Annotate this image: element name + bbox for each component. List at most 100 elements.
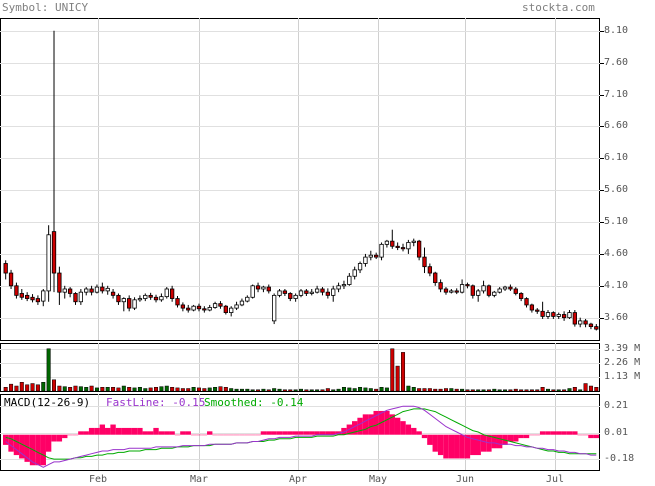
volume-bar bbox=[277, 388, 282, 392]
price-tick-label: 5.60 bbox=[604, 183, 629, 195]
volume-bar bbox=[304, 389, 309, 392]
volume-bar bbox=[309, 389, 314, 392]
candle-body bbox=[416, 240, 422, 258]
candle-body bbox=[196, 305, 202, 310]
volume-bar bbox=[556, 389, 561, 392]
macd-histogram-bar bbox=[45, 434, 52, 452]
volume-bar bbox=[223, 387, 228, 392]
macd-histogram-bar bbox=[56, 434, 63, 442]
macd-histogram-bar bbox=[539, 431, 546, 435]
candle-body bbox=[454, 290, 459, 293]
candle-body bbox=[57, 272, 62, 293]
macd-histogram-bar bbox=[137, 427, 143, 435]
volume-bar bbox=[180, 388, 185, 392]
candle-body bbox=[105, 287, 110, 292]
volume-bar bbox=[89, 385, 94, 392]
volume-bar bbox=[186, 388, 191, 392]
macd-tick-label: 0.21 bbox=[604, 399, 629, 411]
volume-tick-label: 1.13 M bbox=[604, 370, 641, 382]
volume-bar bbox=[282, 389, 287, 392]
volume-bar bbox=[390, 348, 395, 392]
volume-bar bbox=[3, 387, 8, 392]
candle-body bbox=[218, 303, 223, 307]
candle-body bbox=[30, 296, 35, 301]
candle-body bbox=[288, 293, 293, 299]
candle-body bbox=[159, 296, 164, 301]
volume-bar bbox=[395, 365, 400, 392]
candle-body bbox=[8, 272, 14, 287]
price-tick-label: 7.10 bbox=[604, 88, 629, 100]
macd-histogram-bar bbox=[121, 427, 127, 435]
macd-histogram-bar bbox=[115, 427, 122, 435]
macd-histogram-bar bbox=[217, 434, 224, 436]
candle-body bbox=[481, 285, 486, 292]
volume-bar bbox=[406, 385, 411, 392]
macd-histogram-bar bbox=[309, 431, 315, 435]
volume-bar bbox=[250, 389, 255, 392]
candle-body bbox=[567, 312, 572, 319]
macd-histogram-bar bbox=[13, 434, 20, 456]
macd-histogram-bar bbox=[556, 431, 562, 435]
macd-smoothed-line bbox=[5, 408, 597, 460]
volume-bar bbox=[497, 389, 502, 392]
candle-body bbox=[395, 245, 400, 248]
price-tick-label: 4.10 bbox=[604, 279, 629, 291]
x-month-label: Mar bbox=[190, 474, 209, 485]
candle-body bbox=[3, 263, 8, 274]
candle-body bbox=[229, 307, 234, 313]
volume-bar bbox=[492, 388, 497, 392]
macd-histogram-bar bbox=[24, 434, 30, 462]
price-tick-label: 7.60 bbox=[604, 56, 629, 68]
volume-bar bbox=[368, 388, 373, 392]
volume-bar bbox=[519, 389, 524, 392]
macd-histogram-bar bbox=[201, 434, 208, 436]
candle-body bbox=[352, 269, 357, 277]
volume-bar bbox=[347, 387, 352, 392]
volume-bar bbox=[191, 387, 196, 392]
volume-bar bbox=[35, 384, 40, 392]
candle-body bbox=[89, 288, 94, 293]
macd-histogram-bar bbox=[314, 431, 320, 435]
candle-body bbox=[19, 293, 24, 298]
volume-bar bbox=[384, 387, 389, 392]
macd-histogram-bar bbox=[325, 431, 331, 435]
macd-histogram-bar bbox=[67, 434, 73, 436]
volume-bar bbox=[256, 389, 261, 392]
macd-histogram-bar bbox=[529, 434, 535, 436]
macd-histogram-bar bbox=[303, 431, 310, 435]
candle-body bbox=[384, 240, 390, 245]
candle-body bbox=[502, 286, 508, 290]
macd-histogram-bar bbox=[566, 431, 573, 435]
macd-histogram-bar bbox=[142, 431, 148, 435]
macd-histogram-bar bbox=[330, 431, 336, 435]
volume-bar bbox=[594, 387, 599, 392]
candle-body bbox=[250, 285, 255, 298]
candle-body bbox=[132, 299, 137, 309]
volume-bar bbox=[132, 387, 137, 392]
macd-histogram-bar bbox=[292, 431, 299, 435]
volume-bar bbox=[148, 387, 153, 392]
x-month-label: Jul bbox=[546, 474, 565, 485]
candle-body bbox=[84, 288, 89, 293]
price-tick-label: 6.10 bbox=[604, 151, 629, 163]
macd-histogram-bar bbox=[389, 414, 395, 435]
volume-bar bbox=[100, 387, 105, 392]
volume-bar bbox=[503, 389, 508, 392]
macd-histogram-bar bbox=[40, 434, 46, 466]
candle-body bbox=[100, 286, 105, 292]
candle-body bbox=[239, 300, 245, 306]
candle-body bbox=[309, 291, 314, 294]
volume-bar bbox=[379, 387, 384, 392]
macd-histogram-bar bbox=[298, 431, 304, 435]
volume-bar bbox=[320, 389, 325, 392]
candle-body bbox=[153, 296, 159, 301]
macd-histogram-bar bbox=[287, 431, 293, 435]
macd-fastline-label: FastLine: -0.15 bbox=[106, 396, 206, 409]
candle-body bbox=[14, 285, 19, 296]
macd-histogram-bar bbox=[480, 434, 487, 452]
candle-body bbox=[255, 285, 261, 290]
macd-histogram-bar bbox=[99, 424, 106, 435]
macd-histogram-bar bbox=[223, 434, 229, 436]
macd-histogram-bar bbox=[507, 434, 514, 442]
